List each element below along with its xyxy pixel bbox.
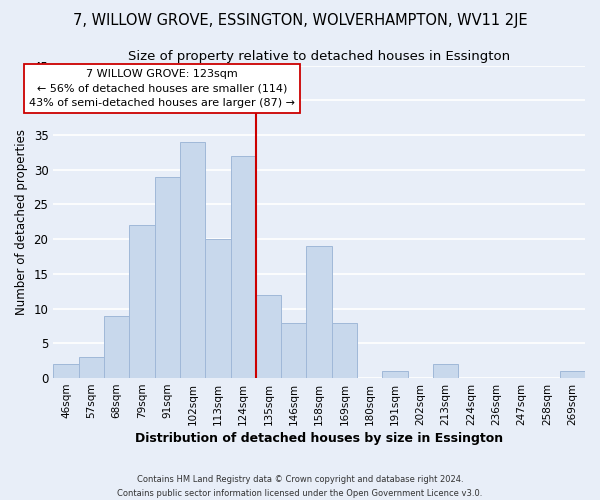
X-axis label: Distribution of detached houses by size in Essington: Distribution of detached houses by size … — [135, 432, 503, 445]
Bar — [53, 364, 79, 378]
Bar — [155, 176, 180, 378]
Bar — [560, 371, 585, 378]
Text: Contains HM Land Registry data © Crown copyright and database right 2024.
Contai: Contains HM Land Registry data © Crown c… — [118, 476, 482, 498]
Title: Size of property relative to detached houses in Essington: Size of property relative to detached ho… — [128, 50, 510, 63]
Bar — [205, 239, 230, 378]
Bar — [332, 322, 357, 378]
Bar — [230, 156, 256, 378]
Bar — [256, 294, 281, 378]
Text: 7 WILLOW GROVE: 123sqm
← 56% of detached houses are smaller (114)
43% of semi-de: 7 WILLOW GROVE: 123sqm ← 56% of detached… — [29, 69, 295, 108]
Text: 7, WILLOW GROVE, ESSINGTON, WOLVERHAMPTON, WV11 2JE: 7, WILLOW GROVE, ESSINGTON, WOLVERHAMPTO… — [73, 12, 527, 28]
Bar — [307, 246, 332, 378]
Bar — [433, 364, 458, 378]
Bar — [281, 322, 307, 378]
Y-axis label: Number of detached properties: Number of detached properties — [15, 129, 28, 315]
Bar — [382, 371, 408, 378]
Bar — [104, 316, 129, 378]
Bar — [129, 226, 155, 378]
Bar — [180, 142, 205, 378]
Bar — [79, 357, 104, 378]
